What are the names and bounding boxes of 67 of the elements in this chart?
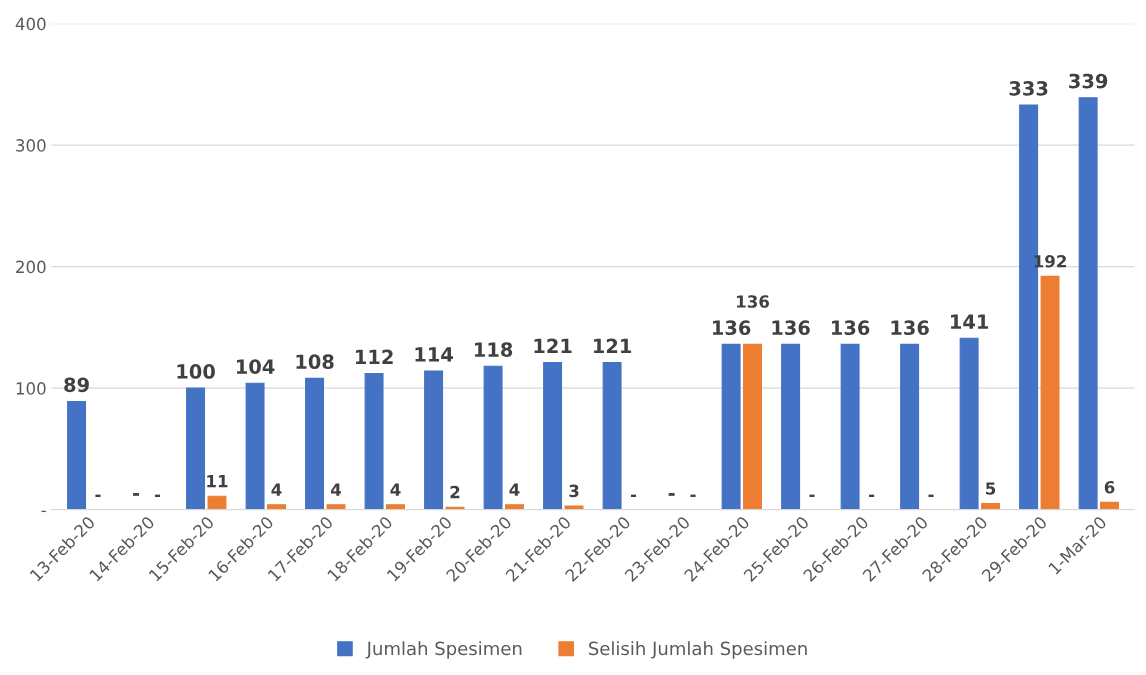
bar: [564, 505, 584, 510]
legend-label: Selisih Jumlah Spesimen: [589, 641, 807, 659]
data-label: 333: [1009, 81, 1048, 96]
data-label: -: [95, 494, 101, 497]
data-label: 89: [64, 377, 89, 393]
data-label: -: [154, 494, 161, 497]
data-label: 6: [1104, 480, 1115, 494]
bar: [207, 495, 227, 510]
bar: [326, 504, 346, 510]
y-tick-label: 300: [16, 139, 46, 152]
bar: [840, 343, 860, 510]
data-label: 4: [271, 483, 282, 496]
data-label: 121: [594, 338, 632, 354]
data-label: 4: [390, 483, 401, 496]
data-label: -: [630, 494, 637, 497]
data-label: 2: [450, 485, 460, 499]
data-label: 141: [951, 314, 989, 329]
data-label: 136: [737, 295, 770, 308]
bar: [305, 377, 325, 510]
data-label: 136: [772, 320, 810, 336]
data-label: 108: [296, 354, 334, 370]
bar: [959, 337, 979, 510]
bar: [386, 504, 405, 510]
bar: [186, 387, 206, 510]
data-label: -: [868, 494, 875, 497]
data-label: 118: [474, 342, 513, 357]
data-label: 121: [534, 338, 572, 354]
bar: [1040, 275, 1060, 510]
bar: [67, 400, 87, 510]
bar: [1078, 97, 1098, 510]
bar: [1100, 501, 1120, 510]
data-label: 4: [509, 483, 520, 496]
data-label: -: [668, 493, 675, 496]
y-tick-label: 100: [16, 382, 46, 395]
data-label: 3: [569, 484, 579, 498]
data-label: 100: [177, 364, 215, 379]
data-label: -: [690, 494, 696, 497]
bar: [602, 362, 622, 510]
data-label: 4: [330, 483, 342, 496]
data-label: 136: [891, 320, 929, 336]
y-tick-label: 400: [15, 17, 46, 31]
bar: [267, 504, 286, 510]
bar: [483, 365, 503, 510]
bar: [781, 343, 801, 510]
data-label: 104: [236, 359, 275, 374]
data-label: 114: [415, 347, 453, 362]
data-label: 136: [713, 320, 751, 336]
bar: [721, 343, 741, 510]
y-tick-label: 200: [16, 260, 46, 274]
bar: [364, 372, 384, 510]
bar: [981, 502, 1001, 510]
data-label: 5: [986, 482, 996, 495]
bar: [505, 504, 524, 510]
legend-label: Jumlah Spesimen: [365, 641, 522, 659]
bar: [543, 362, 563, 510]
bar: [900, 343, 920, 510]
data-label: 112: [355, 349, 393, 364]
bar: [245, 382, 265, 510]
data-label: 136: [832, 320, 870, 336]
y-tick-label: -: [41, 510, 46, 513]
bar: [424, 370, 444, 510]
data-label: -: [133, 493, 140, 496]
data-label: 339: [1069, 73, 1108, 89]
data-label: -: [928, 494, 934, 497]
bar: [743, 343, 763, 510]
data-label: -: [809, 494, 815, 497]
data-label: 11: [207, 475, 228, 488]
